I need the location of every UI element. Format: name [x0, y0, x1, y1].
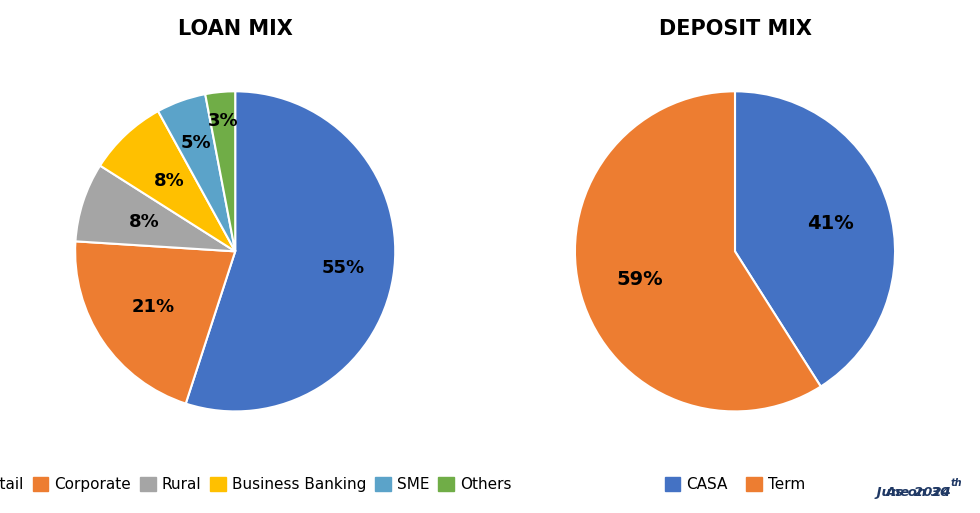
Text: 8%: 8%: [154, 172, 185, 190]
Text: 5%: 5%: [181, 134, 212, 152]
Text: June 2024: June 2024: [835, 486, 951, 499]
Text: 3%: 3%: [208, 112, 238, 130]
Wedge shape: [186, 91, 395, 411]
Wedge shape: [75, 166, 235, 251]
Text: 8%: 8%: [128, 213, 159, 231]
Title: DEPOSIT MIX: DEPOSIT MIX: [659, 18, 811, 38]
Legend: Retail, Corporate, Rural, Business Banking, SME, Others: Retail, Corporate, Rural, Business Banki…: [0, 471, 517, 498]
Text: 21%: 21%: [131, 298, 174, 316]
Text: th: th: [951, 479, 962, 488]
Wedge shape: [158, 94, 235, 251]
Text: 59%: 59%: [616, 269, 663, 288]
Wedge shape: [100, 111, 235, 251]
Wedge shape: [575, 91, 821, 411]
Text: As on 30: As on 30: [886, 486, 951, 499]
Wedge shape: [735, 91, 895, 386]
Text: 41%: 41%: [807, 214, 854, 233]
Text: 55%: 55%: [321, 260, 365, 278]
Wedge shape: [75, 241, 235, 404]
Wedge shape: [205, 91, 235, 251]
Legend: CASA, Term: CASA, Term: [659, 471, 811, 498]
Title: LOAN MIX: LOAN MIX: [177, 18, 293, 38]
